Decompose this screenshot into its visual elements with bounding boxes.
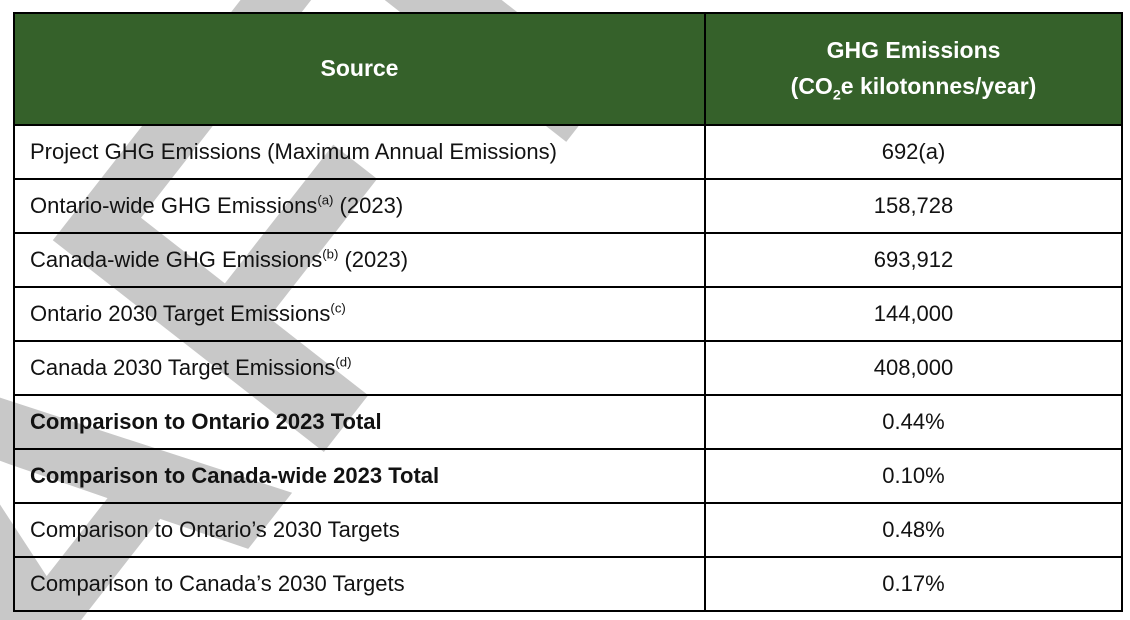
source-cell: Comparison to Ontario 2023 Total — [13, 394, 706, 450]
source-cell: Ontario 2030 Target Emissions(c) — [13, 286, 706, 342]
source-cell: Ontario-wide GHG Emissions(a) (2023) — [13, 178, 706, 234]
table-row: Ontario 2030 Target Emissions(c) 144,000 — [13, 286, 1123, 342]
source-cell: Project GHG Emissions (Maximum Annual Em… — [13, 124, 706, 180]
table-header-row: Source GHG Emissions (CO2e kilotonnes/ye… — [13, 12, 1123, 126]
table-row: Canada-wide GHG Emissions(b) (2023) 693,… — [13, 232, 1123, 288]
source-cell: Comparison to Canada’s 2030 Targets — [13, 556, 706, 612]
value-header-line2: (CO2e kilotonnes/year) — [790, 73, 1037, 104]
table-row: Canada 2030 Target Emissions(d) 408,000 — [13, 340, 1123, 396]
table-row: Comparison to Ontario 2023 Total 0.44% — [13, 394, 1123, 450]
footnote-marker: (b) — [322, 246, 339, 262]
table-row: Comparison to Ontario’s 2030 Targets 0.4… — [13, 502, 1123, 558]
source-cell: Comparison to Canada-wide 2023 Total — [13, 448, 706, 504]
ghg-emissions-table: Source GHG Emissions (CO2e kilotonnes/ye… — [13, 12, 1123, 612]
value-cell: 0.10% — [704, 448, 1123, 504]
table-row: Comparison to Canada-wide 2023 Total 0.1… — [13, 448, 1123, 504]
source-cell: Comparison to Ontario’s 2030 Targets — [13, 502, 706, 558]
table-row: Comparison to Canada’s 2030 Targets 0.17… — [13, 556, 1123, 612]
value-cell: 408,000 — [704, 340, 1123, 396]
value-cell: 693,912 — [704, 232, 1123, 288]
value-cell: 0.17% — [704, 556, 1123, 612]
table-row: Ontario-wide GHG Emissions(a) (2023) 158… — [13, 178, 1123, 234]
value-cell: 144,000 — [704, 286, 1123, 342]
source-cell: Canada-wide GHG Emissions(b) (2023) — [13, 232, 706, 288]
source-cell: Canada 2030 Target Emissions(d) — [13, 340, 706, 396]
table-row: Project GHG Emissions (Maximum Annual Em… — [13, 124, 1123, 180]
source-column-header: Source — [13, 12, 706, 126]
source-header-label: Source — [320, 55, 399, 82]
footnote-marker: (d) — [335, 354, 352, 370]
value-header-line1: GHG Emissions — [826, 37, 1001, 64]
co2-subscript: 2 — [832, 87, 841, 104]
footnote-marker: (a) — [317, 192, 334, 208]
value-cell: 0.44% — [704, 394, 1123, 450]
value-cell: 0.48% — [704, 502, 1123, 558]
footnote-marker: (c) — [330, 300, 346, 316]
value-cell: 692(a) — [704, 124, 1123, 180]
value-cell: 158,728 — [704, 178, 1123, 234]
value-column-header: GHG Emissions (CO2e kilotonnes/year) — [704, 12, 1123, 126]
